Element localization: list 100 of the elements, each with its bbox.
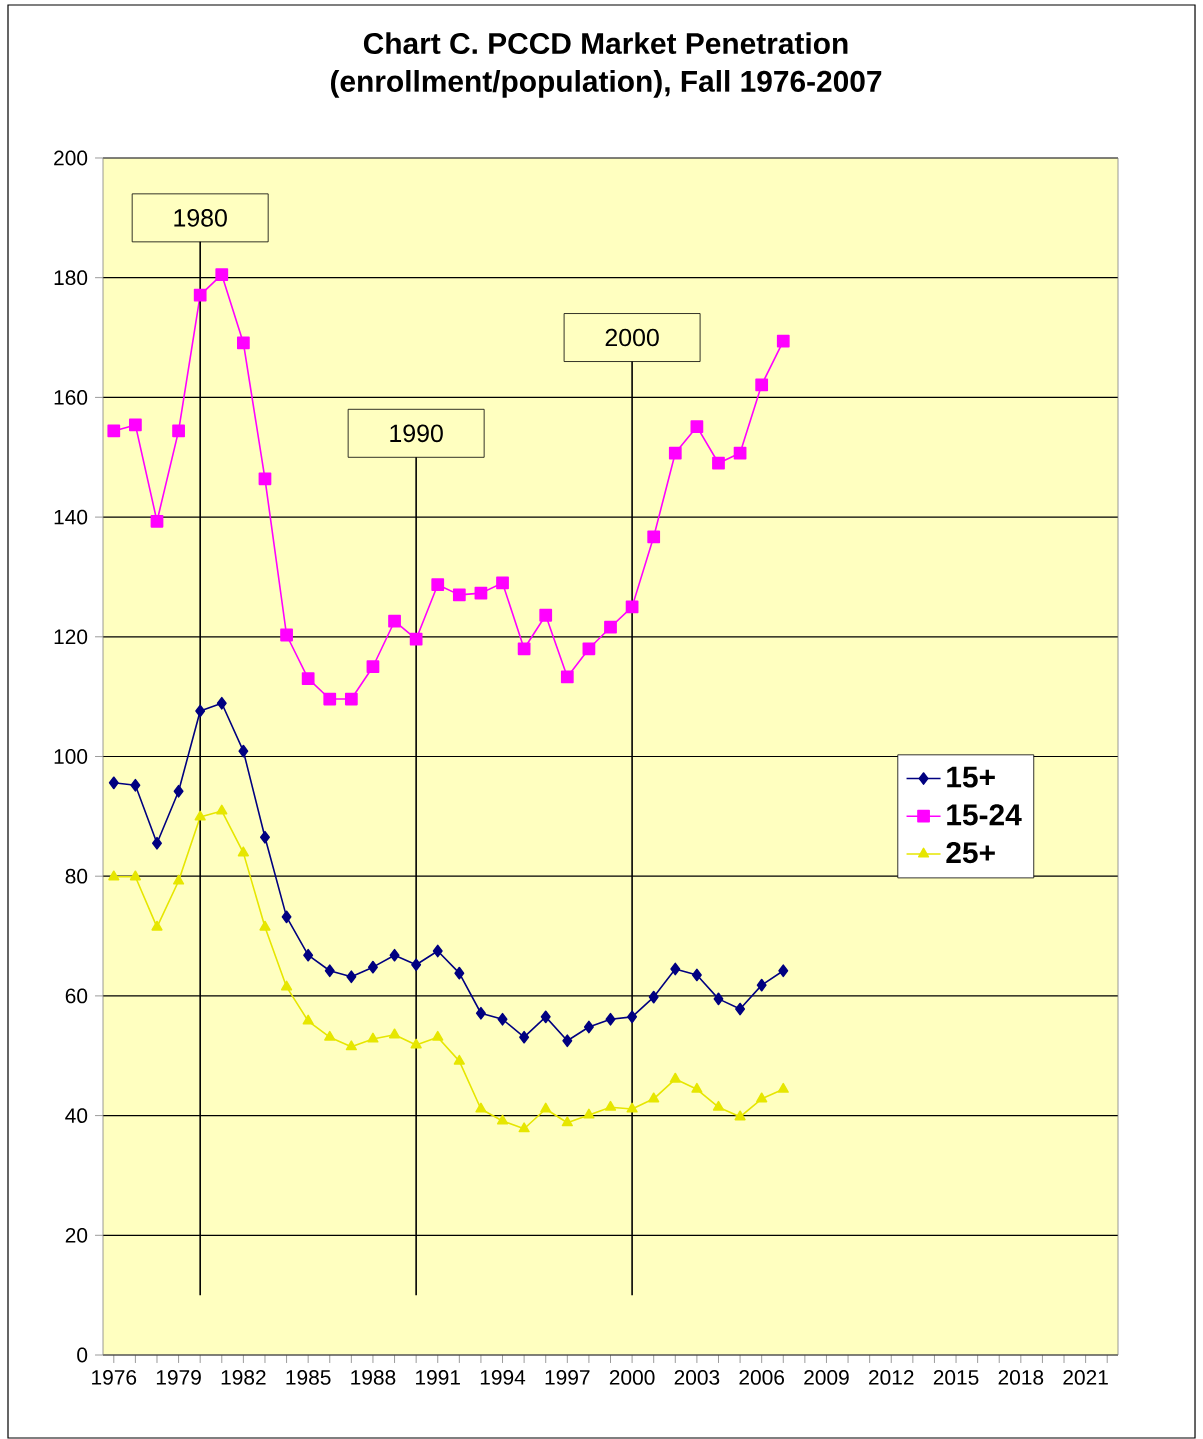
- x-tick-label: 2000: [609, 1370, 655, 1385]
- point: [238, 744, 249, 758]
- ref-line-label: 1980: [174, 209, 227, 227]
- point: [604, 620, 617, 634]
- point: [755, 378, 769, 392]
- y-tick-label: 180: [54, 270, 88, 286]
- x-tick-label: 2003: [674, 1370, 720, 1385]
- point: [411, 958, 422, 972]
- point: [497, 1012, 508, 1026]
- point: [280, 628, 293, 642]
- point: [648, 990, 659, 1004]
- y-tick-label: 120: [54, 629, 88, 645]
- point: [668, 446, 682, 460]
- point: [172, 424, 185, 438]
- point: [582, 642, 596, 656]
- ref-line-label: 2000: [605, 328, 659, 347]
- point: [303, 948, 314, 962]
- point: [389, 948, 400, 962]
- point: [388, 1028, 401, 1039]
- x-tick-label: 1994: [480, 1370, 526, 1385]
- point: [301, 672, 315, 686]
- x-tick-label: 1991: [416, 1370, 460, 1385]
- point: [367, 960, 378, 974]
- point: [669, 1072, 681, 1083]
- y-tick-label: 100: [54, 749, 88, 764]
- point: [777, 1082, 789, 1093]
- x-tick-label: 1976: [92, 1370, 137, 1385]
- point: [776, 334, 790, 348]
- point: [562, 1034, 573, 1048]
- point: [756, 978, 767, 992]
- point: [540, 1102, 552, 1113]
- point: [670, 962, 681, 976]
- x-tick-label: 2009: [804, 1370, 849, 1385]
- point: [193, 288, 207, 302]
- point: [647, 530, 661, 544]
- point: [409, 632, 423, 646]
- point: [561, 1116, 573, 1127]
- x-tick-label: 1985: [286, 1370, 331, 1385]
- point: [713, 992, 724, 1006]
- x-tick-label: 2021: [1063, 1370, 1108, 1385]
- point: [626, 1102, 638, 1113]
- ref-line-label: 1990: [390, 424, 443, 443]
- point: [735, 1002, 746, 1016]
- point: [496, 576, 509, 590]
- point: [345, 1040, 357, 1051]
- y-tick-label: 200: [54, 150, 88, 166]
- point: [324, 964, 335, 978]
- point: [432, 944, 443, 958]
- point: [519, 1030, 530, 1044]
- point: [474, 586, 488, 600]
- y-tick-label: 20: [65, 1227, 88, 1243]
- point: [560, 670, 574, 684]
- point: [281, 910, 292, 924]
- point: [518, 1122, 530, 1133]
- legend-label: 15-24: [947, 804, 1022, 826]
- point: [367, 1032, 379, 1043]
- point: [453, 1054, 465, 1065]
- point: [280, 980, 293, 991]
- point: [323, 692, 337, 706]
- point: [540, 1010, 551, 1024]
- point: [605, 1012, 616, 1026]
- point: [346, 970, 357, 984]
- point: [259, 830, 270, 844]
- point: [130, 778, 141, 792]
- chart-title: Chart C. PCCD Market Penetration: [363, 32, 848, 55]
- legend-label: 15+: [947, 766, 995, 788]
- point: [344, 692, 358, 706]
- point: [151, 920, 163, 931]
- point: [712, 456, 725, 470]
- point: [152, 836, 162, 850]
- point: [734, 1110, 746, 1121]
- point: [388, 614, 401, 628]
- point: [517, 642, 531, 656]
- point: [108, 776, 119, 790]
- point: [237, 336, 250, 350]
- point: [627, 1010, 638, 1024]
- point: [216, 696, 227, 710]
- point: [452, 588, 466, 602]
- point: [173, 784, 184, 798]
- x-tick-label: 2015: [933, 1370, 979, 1385]
- point: [259, 920, 271, 931]
- point: [475, 1006, 486, 1020]
- point: [756, 1092, 768, 1103]
- point: [583, 1108, 595, 1119]
- x-tick-label: 1982: [221, 1370, 266, 1385]
- point: [195, 704, 206, 718]
- y-tick-label: 160: [54, 390, 88, 405]
- y-tick-label: 40: [65, 1108, 88, 1124]
- point: [691, 968, 702, 982]
- point: [172, 874, 185, 885]
- legend-label: 25+: [946, 842, 995, 864]
- point: [215, 268, 229, 282]
- x-tick-label: 1997: [545, 1370, 590, 1385]
- point: [454, 966, 465, 980]
- point: [107, 424, 121, 438]
- point: [712, 1100, 725, 1111]
- point: [604, 1100, 617, 1111]
- point: [431, 578, 445, 592]
- point: [475, 1102, 487, 1113]
- y-tick-label: 60: [65, 988, 88, 1004]
